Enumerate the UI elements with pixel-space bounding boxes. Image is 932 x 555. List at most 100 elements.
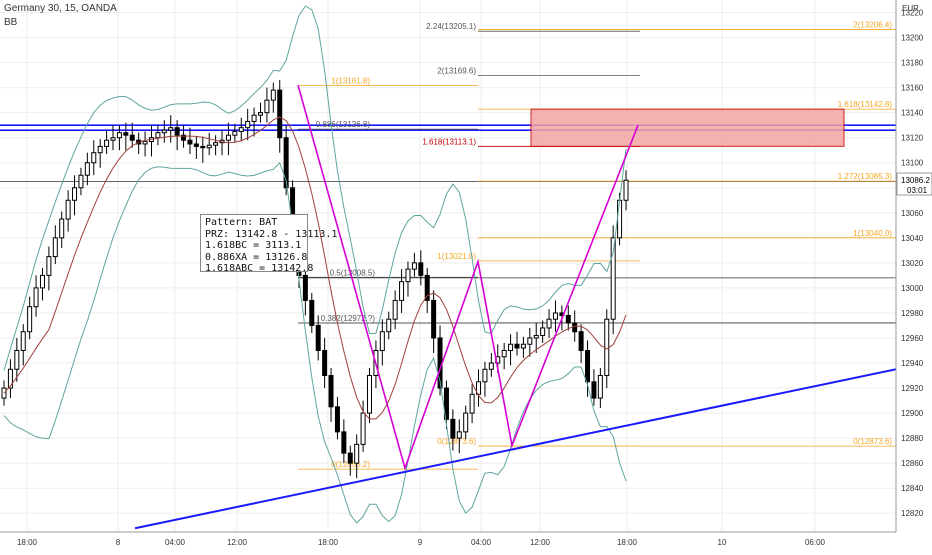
candle-body[interactable] [104, 139, 110, 147]
candle-body[interactable] [123, 132, 129, 136]
candle-body[interactable] [578, 331, 584, 351]
candle-body[interactable] [540, 327, 546, 336]
candle-body[interactable] [456, 431, 462, 439]
candle-body[interactable] [527, 337, 533, 345]
candle-body[interactable] [514, 343, 520, 349]
candle-body[interactable] [488, 362, 494, 370]
candle-body[interactable] [91, 152, 97, 164]
price-tick-label: 13200 [901, 34, 924, 43]
candle-body[interactable] [33, 287, 39, 308]
candle-body[interactable] [302, 274, 308, 301]
candle-body[interactable] [392, 299, 398, 320]
candle-body[interactable] [65, 199, 71, 220]
trendline[interactable] [134, 368, 897, 530]
price-tick-label: 13020 [901, 259, 924, 268]
candle-body[interactable] [174, 127, 180, 136]
candle-body[interactable] [411, 262, 417, 270]
candle-body[interactable] [418, 262, 424, 276]
candle-body[interactable] [508, 343, 514, 351]
candle-body[interactable] [315, 324, 321, 351]
candle-body[interactable] [399, 281, 405, 301]
candle-body[interactable] [97, 145, 103, 154]
candle-body[interactable] [52, 237, 58, 258]
candle-body[interactable] [520, 343, 526, 349]
candle-body[interactable] [328, 375, 334, 408]
candle-body[interactable] [206, 144, 212, 149]
candle-body[interactable] [116, 132, 122, 139]
candle-body[interactable] [354, 443, 360, 464]
candle-body[interactable] [225, 134, 231, 141]
candle-body[interactable] [367, 375, 373, 414]
candle-body[interactable] [232, 130, 238, 136]
candle-body[interactable] [142, 140, 148, 145]
candle-body[interactable] [155, 132, 161, 139]
candle-body[interactable] [213, 142, 219, 146]
candle-body[interactable] [405, 268, 411, 283]
candle-body[interactable] [168, 127, 174, 131]
candle-body[interactable] [14, 349, 20, 370]
candle-body[interactable] [431, 299, 437, 339]
candle-body[interactable] [424, 274, 430, 301]
candle-body[interactable] [482, 368, 488, 383]
candle-body[interactable] [322, 349, 328, 377]
candle-body[interactable] [597, 375, 603, 399]
candle-body[interactable] [591, 381, 597, 399]
candle-body[interactable] [476, 381, 482, 395]
candle-body[interactable] [283, 137, 289, 189]
bb-lower-band [3, 161, 627, 524]
harmonic-pattern-line[interactable] [297, 84, 639, 471]
candle-body[interactable] [84, 162, 90, 176]
candle-body[interactable] [450, 418, 456, 439]
candle-body[interactable] [604, 318, 610, 377]
candle-body[interactable] [251, 114, 257, 122]
candle-body[interactable] [245, 120, 251, 129]
candle-body[interactable] [347, 452, 353, 464]
candle-body[interactable] [309, 299, 315, 326]
candle-body[interactable] [277, 89, 283, 139]
candle-body[interactable] [39, 274, 45, 289]
candle-body[interactable] [129, 134, 135, 141]
candle-body[interactable] [264, 99, 270, 114]
candle-body[interactable] [443, 387, 449, 420]
candle-body[interactable] [565, 314, 571, 324]
candle-body[interactable] [46, 256, 52, 276]
candle-body[interactable] [110, 137, 116, 141]
candle-body[interactable] [546, 318, 552, 329]
candle-body[interactable] [20, 331, 26, 351]
candle-body[interactable] [585, 349, 591, 383]
candle-body[interactable] [27, 306, 33, 333]
candle-body[interactable] [552, 312, 558, 320]
candle-body[interactable] [617, 199, 623, 239]
candle-body[interactable] [572, 322, 578, 333]
candle-body[interactable] [200, 145, 206, 149]
candle-body[interactable] [193, 143, 199, 147]
candle-body[interactable] [59, 218, 65, 239]
candle-body[interactable] [379, 331, 385, 351]
candle-body[interactable] [238, 127, 244, 132]
candle-body[interactable] [463, 412, 469, 433]
candle-body[interactable] [270, 89, 276, 101]
candle-body[interactable] [78, 174, 84, 189]
candle-body[interactable] [501, 349, 507, 358]
candle-body[interactable] [533, 334, 539, 339]
candle-body[interactable] [334, 406, 340, 433]
indicator-label[interactable]: BB [4, 17, 18, 28]
candle-body[interactable] [610, 237, 616, 320]
price-axis[interactable] [896, 0, 932, 550]
candle-body[interactable] [7, 368, 13, 389]
candle-body[interactable] [469, 393, 475, 414]
candle-body[interactable] [161, 129, 167, 134]
time-axis[interactable] [0, 532, 896, 550]
prz-zone[interactable] [530, 108, 845, 147]
candle-body[interactable] [72, 187, 78, 201]
candle-body[interactable] [623, 179, 629, 201]
candle-body[interactable] [386, 318, 392, 333]
candle-body[interactable] [187, 139, 193, 145]
candle-body[interactable] [181, 134, 187, 141]
candle-body[interactable] [257, 112, 263, 116]
candle-body[interactable] [360, 412, 366, 445]
candle-body[interactable] [341, 431, 347, 454]
price-tick-label: 12880 [901, 434, 924, 443]
